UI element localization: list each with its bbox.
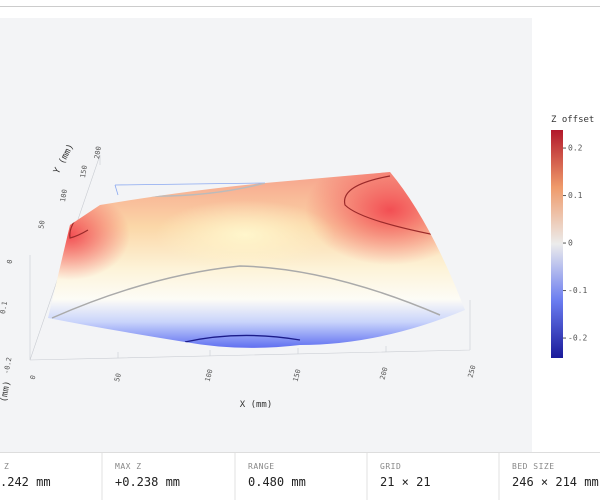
stat-value: 246 × 214 mm	[512, 475, 599, 489]
colorbar-tick-label: 0	[568, 239, 573, 248]
x-tick-label: 250	[467, 364, 478, 378]
stat-label: BED SIZE	[512, 462, 555, 471]
stat-label: RANGE	[248, 462, 275, 471]
stats-bar	[0, 452, 600, 500]
colorbar-title: Z offset	[551, 115, 594, 125]
stat-label: GRID	[380, 462, 401, 471]
stat-label: MAX Z	[115, 462, 142, 471]
x-axis-label: X (mm)	[240, 400, 273, 410]
y-tick-label: 100	[59, 189, 69, 203]
colorbar-tick-label: 0.2	[568, 144, 583, 153]
stat-value: 0.480 mm	[248, 475, 306, 489]
x-tick-label: 0	[29, 374, 38, 380]
z-tick-label: 0.1	[0, 301, 9, 315]
stat-value: +0.238 mm	[115, 475, 180, 489]
stat-label: Z	[4, 462, 9, 471]
colorbar	[551, 130, 563, 358]
stat-value: 21 × 21	[380, 475, 431, 489]
y-tick-label: 0	[6, 259, 15, 265]
colorbar-tick-label: -0.2	[568, 334, 587, 343]
colorbar-panel	[532, 18, 600, 452]
colorbar-tick-label: -0.1	[568, 286, 587, 295]
y-tick-label: 200	[93, 146, 103, 160]
z-axis-label: (mm)	[0, 380, 13, 403]
axis-edge	[114, 182, 266, 196]
x-tick-label: 50	[113, 372, 123, 382]
stat-value: .242 mm	[0, 475, 51, 489]
y-tick-label: 50	[37, 220, 46, 230]
x-tick-label: 150	[292, 368, 303, 382]
x-tick-label: 100	[204, 368, 215, 382]
x-tick-label: 200	[379, 366, 390, 380]
colorbar-tick-label: 0.1	[568, 191, 583, 200]
z-tick-label: -0.2	[3, 357, 14, 375]
y-tick-label: 150	[79, 165, 89, 179]
